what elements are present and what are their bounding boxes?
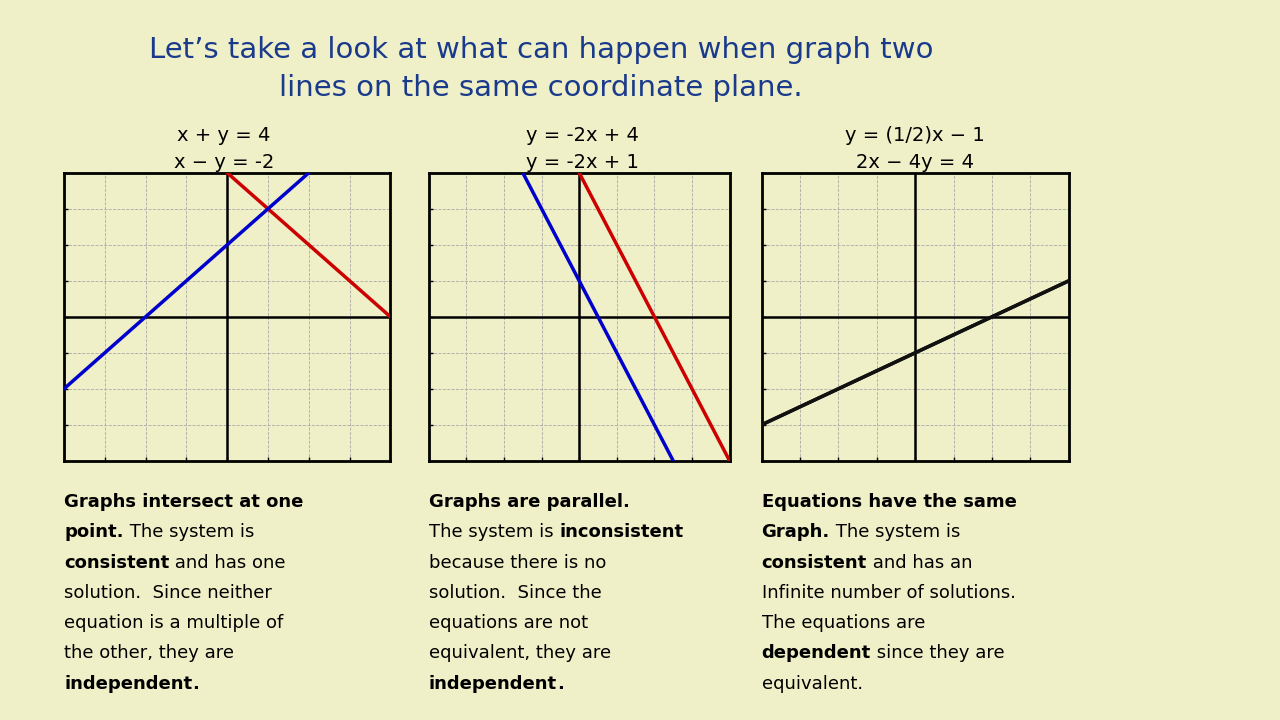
Text: Infinite number of solutions.: Infinite number of solutions. xyxy=(762,584,1015,602)
Text: equivalent.: equivalent. xyxy=(762,675,863,693)
Text: consistent: consistent xyxy=(762,554,867,572)
Text: Graph.: Graph. xyxy=(762,523,829,541)
Text: equation is a multiple of: equation is a multiple of xyxy=(64,614,283,632)
Text: because there is no: because there is no xyxy=(429,554,607,572)
Text: and has an: and has an xyxy=(867,554,973,572)
Text: dependent: dependent xyxy=(762,644,870,662)
Text: Equations have the same: Equations have the same xyxy=(762,493,1016,511)
Text: The system is: The system is xyxy=(123,523,253,541)
Text: The system is: The system is xyxy=(829,523,960,541)
Text: since they are: since they are xyxy=(870,644,1005,662)
Text: y = -2x + 4
y = -2x + 1: y = -2x + 4 y = -2x + 1 xyxy=(526,126,639,172)
Text: Graphs intersect at one: Graphs intersect at one xyxy=(64,493,303,511)
Text: equivalent, they are: equivalent, they are xyxy=(429,644,611,662)
Text: solution.  Since the: solution. Since the xyxy=(429,584,602,602)
Text: solution.  Since neither: solution. Since neither xyxy=(64,584,271,602)
Text: independent: independent xyxy=(64,675,192,693)
Text: independent: independent xyxy=(429,675,557,693)
Text: Graphs are parallel.: Graphs are parallel. xyxy=(429,493,630,511)
Text: y = (1/2)x − 1
2x − 4y = 4: y = (1/2)x − 1 2x − 4y = 4 xyxy=(845,126,986,172)
Text: equations are not: equations are not xyxy=(429,614,588,632)
Text: The equations are: The equations are xyxy=(762,614,925,632)
Text: .: . xyxy=(192,675,198,693)
Text: x + y = 4
x − y = -2: x + y = 4 x − y = -2 xyxy=(174,126,274,172)
Text: the other, they are: the other, they are xyxy=(64,644,234,662)
Text: inconsistent: inconsistent xyxy=(559,523,684,541)
Text: consistent: consistent xyxy=(64,554,169,572)
Text: The system is: The system is xyxy=(429,523,559,541)
Text: Let’s take a look at what can happen when graph two
lines on the same coordinate: Let’s take a look at what can happen whe… xyxy=(148,36,933,102)
Text: and has one: and has one xyxy=(169,554,285,572)
Text: .: . xyxy=(557,675,563,693)
Text: point.: point. xyxy=(64,523,123,541)
